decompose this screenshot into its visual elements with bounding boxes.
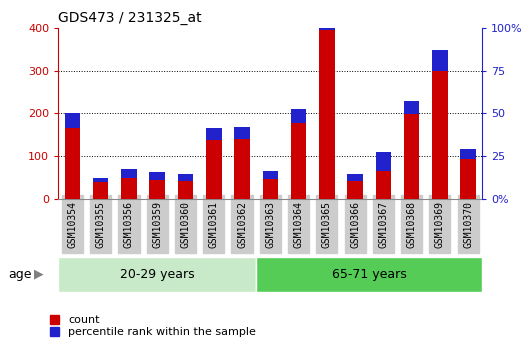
Bar bbox=[121, 178, 137, 199]
Bar bbox=[93, 182, 109, 199]
Bar bbox=[319, 30, 334, 199]
Bar bbox=[65, 128, 80, 199]
Bar bbox=[206, 140, 222, 199]
Bar bbox=[319, 4, 334, 30]
Text: ▶: ▶ bbox=[34, 268, 44, 281]
Bar bbox=[291, 109, 306, 123]
Bar bbox=[206, 128, 222, 140]
Text: age: age bbox=[8, 268, 31, 281]
Bar bbox=[93, 178, 109, 182]
Bar bbox=[461, 149, 476, 159]
Bar bbox=[234, 127, 250, 139]
Bar bbox=[178, 175, 193, 181]
Bar bbox=[121, 169, 137, 178]
Bar bbox=[404, 114, 419, 199]
Text: 65-71 years: 65-71 years bbox=[332, 268, 407, 281]
Legend: count, percentile rank within the sample: count, percentile rank within the sample bbox=[48, 313, 258, 339]
Bar bbox=[347, 175, 363, 181]
Bar bbox=[178, 181, 193, 199]
Bar bbox=[432, 71, 448, 199]
Bar bbox=[376, 152, 391, 171]
Bar bbox=[347, 181, 363, 199]
Bar bbox=[58, 257, 256, 292]
Bar bbox=[461, 159, 476, 199]
Bar bbox=[262, 171, 278, 179]
Text: GDS473 / 231325_at: GDS473 / 231325_at bbox=[58, 11, 202, 25]
Bar bbox=[262, 179, 278, 199]
Bar bbox=[432, 50, 448, 71]
Bar bbox=[149, 180, 165, 199]
Bar bbox=[376, 171, 391, 199]
Bar bbox=[234, 139, 250, 199]
Bar bbox=[256, 257, 482, 292]
Bar bbox=[65, 114, 80, 128]
Bar bbox=[149, 172, 165, 180]
Bar bbox=[291, 123, 306, 199]
Bar bbox=[404, 101, 419, 114]
Text: 20-29 years: 20-29 years bbox=[120, 268, 195, 281]
